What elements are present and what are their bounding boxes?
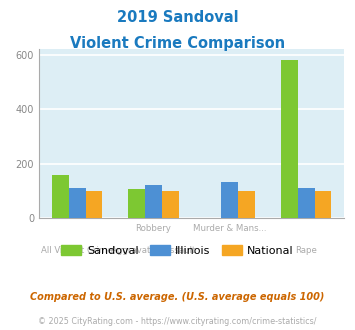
Text: © 2025 CityRating.com - https://www.cityrating.com/crime-statistics/: © 2025 CityRating.com - https://www.city… — [38, 317, 317, 326]
Text: Violent Crime Comparison: Violent Crime Comparison — [70, 36, 285, 51]
Text: Murder & Mans...: Murder & Mans... — [193, 224, 267, 233]
Bar — [298, 188, 315, 218]
Legend: Sandoval, Illinois, National: Sandoval, Illinois, National — [57, 240, 298, 260]
Bar — [315, 191, 331, 218]
Text: All Violent Crime: All Violent Crime — [42, 246, 113, 255]
Bar — [69, 188, 86, 218]
Text: Compared to U.S. average. (U.S. average equals 100): Compared to U.S. average. (U.S. average … — [30, 292, 325, 302]
Text: Rape: Rape — [295, 246, 317, 255]
Text: 2019 Sandoval: 2019 Sandoval — [117, 10, 238, 25]
Text: Aggravated Assault: Aggravated Assault — [111, 246, 196, 255]
Bar — [238, 191, 255, 218]
Bar — [86, 191, 102, 218]
Bar — [129, 189, 145, 218]
Bar — [145, 185, 162, 218]
Bar — [222, 182, 238, 218]
Bar — [52, 175, 69, 218]
Text: Robbery: Robbery — [136, 224, 171, 233]
Bar — [281, 59, 298, 218]
Bar — [162, 191, 179, 218]
